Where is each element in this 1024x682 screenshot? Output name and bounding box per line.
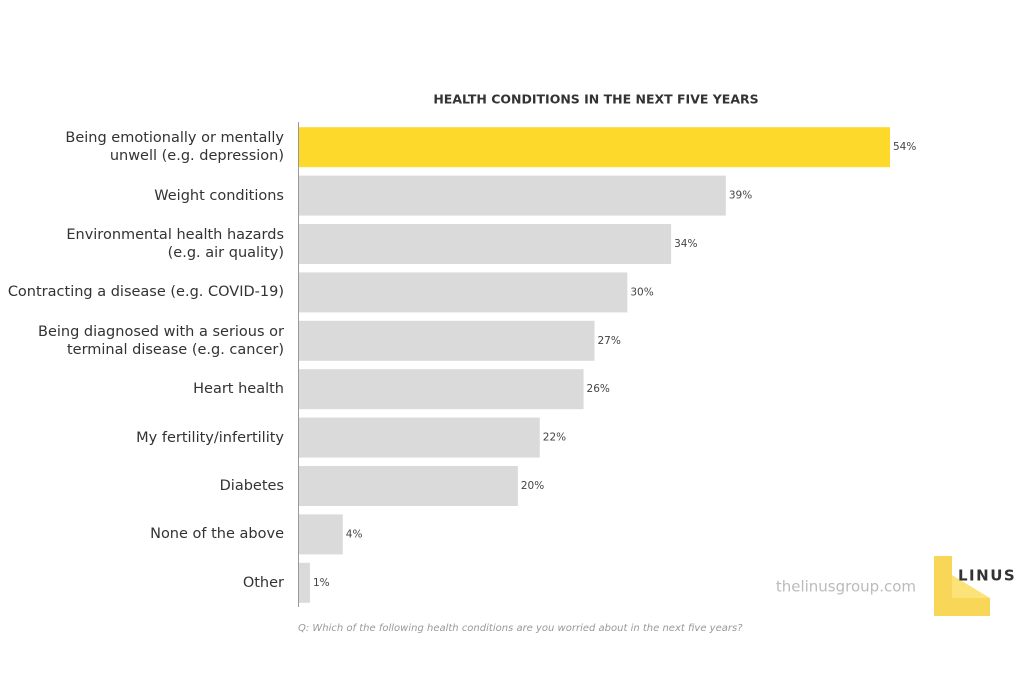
bar: [299, 224, 672, 264]
logo-mark: [934, 556, 990, 616]
bar: [299, 272, 628, 313]
category-label: Other: [242, 574, 284, 591]
value-label: 54%: [893, 141, 916, 153]
source: thelinusgroup.com: [776, 578, 916, 596]
value-label: 30%: [630, 286, 653, 298]
category-label: Contracting a disease (e.g. COVID-19): [7, 284, 284, 301]
bar: [299, 417, 540, 458]
value-label: 1%: [313, 577, 330, 589]
value-label: 39%: [729, 190, 752, 202]
logo-text: LINUS: [958, 567, 1016, 585]
logo-mark: [952, 575, 990, 598]
category-label: Being emotionally or mentally unwell (e.…: [65, 130, 284, 165]
value-label: 34%: [674, 238, 697, 250]
bar: [299, 562, 310, 603]
bar: [299, 320, 595, 361]
value-label: 4%: [346, 528, 363, 540]
category-label: My fertility/infertility: [136, 429, 284, 446]
category-label: Heart health: [193, 381, 284, 398]
chart-title: HEALTH CONDITIONS IN THE NEXT FIVE YEARS: [433, 92, 758, 107]
category-label: Diabetes: [219, 478, 284, 494]
category-label: Weight conditions: [154, 187, 284, 204]
value-label: 22%: [543, 432, 566, 444]
bar: [299, 514, 343, 555]
bar: [299, 175, 726, 216]
category-label: Environmental health hazards (e.g. air q…: [66, 227, 284, 261]
bar: [299, 127, 890, 168]
value-label: 27%: [598, 335, 621, 347]
bar: [299, 369, 584, 410]
value-label: 26%: [587, 383, 610, 395]
note: Q: Which of the following health conditi…: [298, 623, 743, 634]
category-label: None of the above: [150, 526, 284, 543]
value-label: 20%: [521, 480, 544, 492]
bar: [299, 466, 518, 506]
category-label: Being diagnosed with a serious or termin…: [38, 323, 284, 358]
